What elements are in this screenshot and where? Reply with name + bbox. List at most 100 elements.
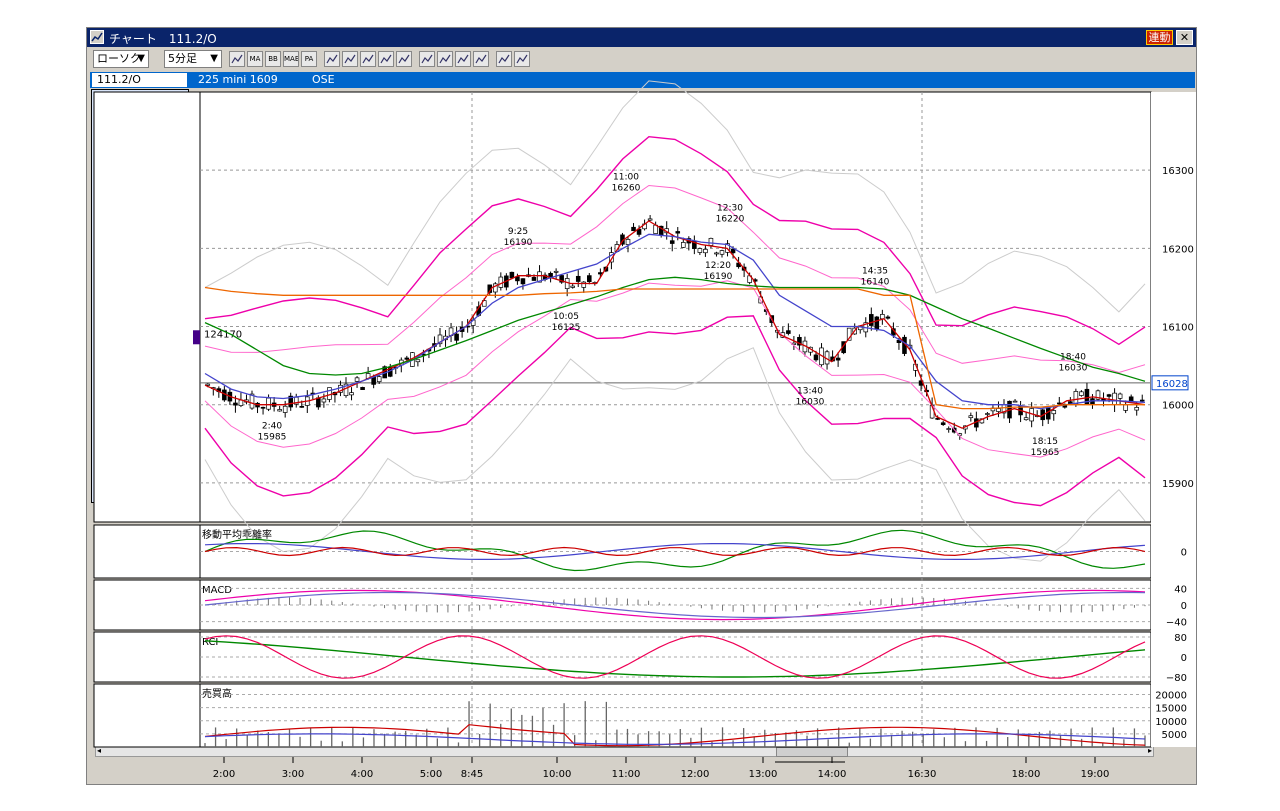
band-2dn bbox=[204, 315, 1146, 507]
candle-body bbox=[404, 357, 410, 360]
sub-tick-label: 15000 bbox=[1155, 704, 1187, 715]
ma-icon[interactable]: MA bbox=[247, 51, 263, 67]
signal-line bbox=[204, 591, 1146, 619]
price-marker-label: 124170 bbox=[204, 329, 242, 340]
calc-icon[interactable] bbox=[396, 51, 412, 67]
price-tick-label: 16200 bbox=[1162, 244, 1194, 255]
sub-tick-label: 20000 bbox=[1155, 691, 1187, 702]
sub-tick-label: 0 bbox=[1181, 653, 1187, 664]
deviation-1-line bbox=[204, 546, 1146, 557]
candle-body bbox=[1095, 390, 1101, 400]
clear-icon[interactable] bbox=[514, 51, 530, 67]
annotation-time: 10:05 bbox=[553, 312, 579, 322]
annotation-time: 12:20 bbox=[705, 261, 731, 271]
annotation-price: 16260 bbox=[612, 183, 641, 193]
sub-panel-title: RCI bbox=[202, 637, 218, 648]
pa-icon[interactable]: PA bbox=[301, 51, 317, 67]
annotation-time: 9:25 bbox=[508, 227, 528, 237]
candle-body bbox=[249, 393, 255, 409]
candle-body bbox=[327, 387, 332, 400]
sub-tick-label: 0 bbox=[1181, 601, 1187, 612]
sub-tick-label: −80 bbox=[1166, 673, 1187, 684]
candle-body bbox=[564, 278, 570, 289]
candle-body bbox=[1123, 404, 1128, 411]
candle-body bbox=[1023, 417, 1029, 421]
scroll-left-icon[interactable]: ◂ bbox=[97, 746, 102, 755]
annotation-time: 14:35 bbox=[862, 266, 888, 276]
chevron-down-icon: ▼ bbox=[137, 53, 145, 64]
candle-body bbox=[703, 248, 708, 254]
symbol-code-input[interactable]: 111.2/O bbox=[92, 73, 187, 87]
search-icon[interactable] bbox=[378, 51, 394, 67]
exchange-name: OSE bbox=[312, 73, 335, 86]
scroll-right-icon[interactable]: ▸ bbox=[1147, 746, 1152, 755]
sub-tick-label: 40 bbox=[1174, 584, 1187, 595]
sub-tick-label: −40 bbox=[1166, 618, 1187, 629]
annotation-price: 16190 bbox=[704, 272, 733, 282]
candle-body bbox=[282, 405, 288, 413]
series-line-3 bbox=[204, 276, 1146, 382]
band-1up bbox=[204, 184, 1146, 374]
price-tick-label: 16100 bbox=[1162, 323, 1194, 334]
time-label: 5:00 bbox=[420, 769, 442, 780]
candle-body bbox=[681, 242, 686, 248]
band-1dn bbox=[204, 280, 1146, 458]
interval-value: 5分足 bbox=[168, 52, 197, 65]
trend-icon[interactable] bbox=[360, 51, 376, 67]
band-3up bbox=[204, 80, 1146, 313]
series-line-2 bbox=[204, 233, 1146, 410]
candle-body bbox=[570, 285, 575, 288]
candle-body bbox=[719, 250, 725, 255]
interval-select[interactable]: 5分足 ▼ bbox=[164, 50, 222, 68]
mae-icon[interactable]: MAE bbox=[283, 51, 299, 67]
sub-panel bbox=[93, 683, 1152, 748]
price-tick-label: 15900 bbox=[1162, 479, 1194, 490]
price-marker bbox=[193, 330, 200, 345]
bar-chart-icon[interactable] bbox=[229, 51, 245, 67]
close-icon[interactable]: ✕ bbox=[1176, 30, 1193, 45]
bb-icon[interactable]: BB bbox=[265, 51, 281, 67]
series-line-4 bbox=[204, 286, 1145, 410]
price-tick-label: 16000 bbox=[1162, 401, 1194, 412]
annotation-price: 16125 bbox=[552, 323, 581, 333]
sub-panel-title: MACD bbox=[202, 585, 232, 596]
rci1-line bbox=[204, 635, 1146, 679]
candle-icon[interactable] bbox=[342, 51, 358, 67]
time-label: 16:30 bbox=[908, 769, 937, 780]
candle-body bbox=[940, 422, 946, 425]
title-bar[interactable]: チャート 111.2/O 連動 ✕ bbox=[87, 28, 1196, 47]
candle-body bbox=[968, 415, 974, 419]
candle-body bbox=[730, 248, 736, 254]
chevron-down-icon: ▼ bbox=[210, 53, 218, 64]
sub-tick-label: 0 bbox=[1181, 548, 1187, 559]
candle-body bbox=[714, 252, 719, 255]
settings-icon[interactable] bbox=[496, 51, 512, 67]
candle-body bbox=[1012, 400, 1018, 403]
candle-body bbox=[697, 248, 703, 253]
candle-body bbox=[376, 376, 382, 383]
annotation-time: 2:40 bbox=[262, 421, 282, 431]
cursor-icon[interactable] bbox=[455, 51, 471, 67]
pencil-icon[interactable] bbox=[437, 51, 453, 67]
candle-body bbox=[647, 218, 653, 221]
toolbar: ローソク ▼ 5分足 ▼ MA BB MAE PA bbox=[87, 48, 1196, 70]
price-tick-label: 16300 bbox=[1162, 166, 1194, 177]
candle-body bbox=[996, 408, 1001, 412]
chart-type-select[interactable]: ローソク ▼ bbox=[93, 50, 149, 68]
annotation-price: 16030 bbox=[796, 397, 825, 407]
annotation-time: 18:40 bbox=[1060, 352, 1086, 362]
candle-body bbox=[266, 397, 271, 410]
time-label: 13:00 bbox=[749, 769, 778, 780]
line-icon[interactable] bbox=[324, 51, 340, 67]
candle-body bbox=[631, 226, 636, 232]
draw-icon[interactable] bbox=[419, 51, 435, 67]
annotation-price: 16220 bbox=[716, 215, 745, 225]
eraser-icon[interactable] bbox=[473, 51, 489, 67]
candle-body bbox=[587, 275, 592, 283]
candle-body bbox=[896, 339, 902, 343]
candle-body bbox=[360, 387, 365, 390]
time-label: 3:00 bbox=[282, 769, 304, 780]
candle-body bbox=[708, 237, 714, 246]
link-button[interactable]: 連動 bbox=[1146, 30, 1173, 45]
